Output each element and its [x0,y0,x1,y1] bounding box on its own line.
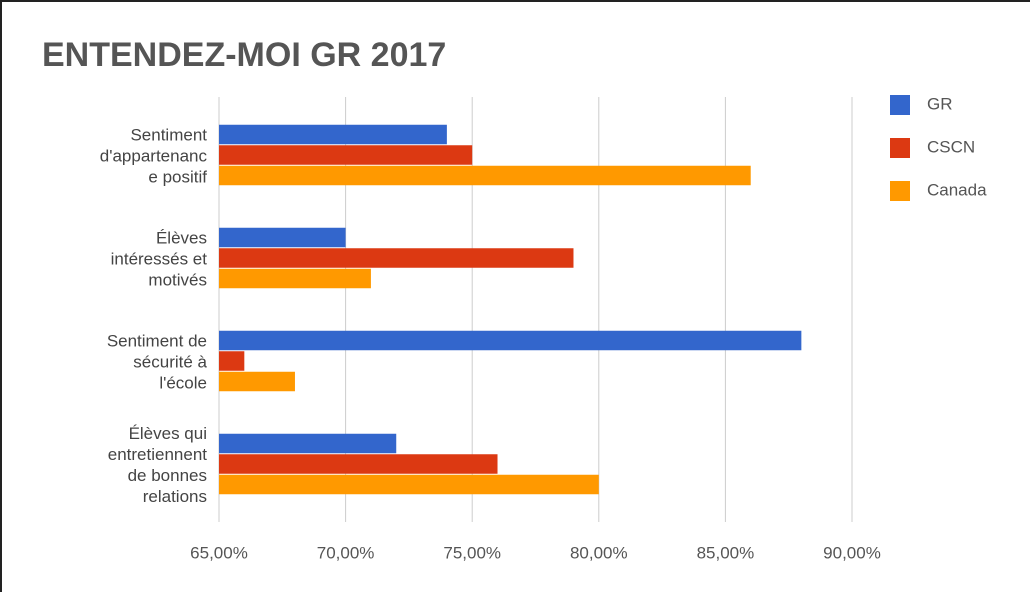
chart-title: ENTENDEZ-MOI GR 2017 [42,36,446,74]
legend-swatch [890,181,910,201]
x-tick-label: 70,00% [317,543,375,562]
y-tick-label: Élèves qui entretiennent de bonnes relat… [107,423,207,506]
legend-label: CSCN [927,137,975,156]
legend-label: GR [927,94,953,113]
bar [219,330,802,351]
x-tick-label: 80,00% [570,543,628,562]
legend-swatch [890,95,910,115]
bar [219,165,751,186]
x-tick-label: 65,00% [190,543,248,562]
bar [219,474,599,495]
x-tick-label: 75,00% [443,543,501,562]
bar [219,248,574,268]
bar [219,227,346,248]
x-tick-label: 90,00% [823,543,881,562]
x-tick-label: 85,00% [697,543,755,562]
bar [219,433,397,454]
bar [219,124,447,145]
bar [219,268,371,289]
y-tick-label: Élèves intéressés et motivés [110,228,207,289]
y-tick-label: Sentiment d'appartenanc e positif [99,125,207,186]
legend-label: Canada [927,180,987,199]
bar [219,454,498,474]
bar [219,371,295,392]
bar [219,351,245,371]
y-tick-label: Sentiment de sécurité à l'école [106,331,207,392]
legend-swatch [890,138,910,158]
bar [219,145,473,165]
